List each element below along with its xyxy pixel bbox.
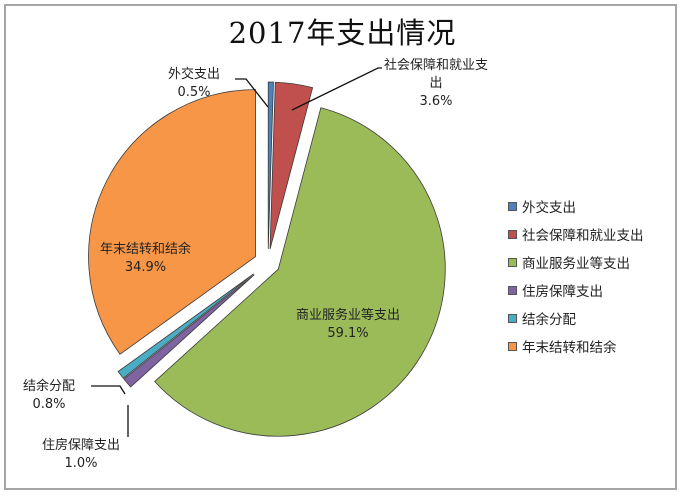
pie-slice bbox=[154, 107, 446, 437]
leader-line bbox=[291, 67, 382, 111]
legend-swatch-icon bbox=[508, 313, 517, 323]
legend-label: 社会保障和就业支出 bbox=[522, 228, 644, 244]
legend-swatch-icon bbox=[508, 229, 517, 239]
legend-label: 结余分配 bbox=[522, 312, 576, 328]
label-name: 外交支出 bbox=[168, 67, 221, 82]
legend-swatch-icon bbox=[508, 257, 517, 267]
label-shehui: 社会保障和就业支 出 3.6% bbox=[384, 57, 488, 111]
label-pct: 3.6% bbox=[419, 94, 453, 109]
pie-slice bbox=[269, 81, 314, 250]
legend-label: 年末结转和结余 bbox=[522, 340, 617, 356]
pie-slice bbox=[123, 274, 255, 388]
legend-item: 年末结转和结余 bbox=[508, 332, 644, 360]
label-name: 商业服务业等支出 bbox=[296, 308, 401, 323]
legend-label: 外交支出 bbox=[522, 200, 576, 216]
label-name-cont: 出 bbox=[429, 76, 443, 91]
label-name: 住房保障支出 bbox=[42, 438, 121, 453]
label-pct: 59.1% bbox=[327, 326, 369, 341]
legend-item: 商业服务业等支出 bbox=[508, 248, 644, 276]
pie-slice bbox=[88, 89, 256, 355]
leader-line bbox=[235, 78, 269, 108]
label-nianmo: 年末结转和结余 34.9% bbox=[100, 241, 191, 277]
label-pct: 0.5% bbox=[177, 85, 211, 100]
label-zhufang: 住房保障支出 1.0% bbox=[42, 437, 120, 473]
legend-swatch-icon bbox=[508, 285, 517, 295]
label-name: 社会保障和就业支 bbox=[384, 58, 489, 73]
label-waijiao: 外交支出 0.5% bbox=[168, 66, 220, 102]
chart-title: 2017年支出情况 bbox=[228, 16, 457, 50]
pie-slice bbox=[267, 81, 274, 250]
label-jieyu: 结余分配 0.8% bbox=[23, 378, 75, 414]
legend-item: 外交支出 bbox=[508, 192, 644, 220]
label-pct: 1.0% bbox=[64, 456, 98, 471]
legend-item: 住房保障支出 bbox=[508, 276, 644, 304]
pie-slice bbox=[117, 273, 254, 379]
legend-swatch-icon bbox=[508, 341, 517, 351]
label-name: 年末结转和结余 bbox=[100, 242, 192, 257]
legend-item: 社会保障和就业支出 bbox=[508, 220, 644, 248]
label-name: 结余分配 bbox=[23, 379, 76, 394]
label-pct: 0.8% bbox=[32, 397, 66, 412]
legend-item: 结余分配 bbox=[508, 304, 644, 332]
leader-line bbox=[91, 385, 126, 395]
label-pct: 34.9% bbox=[124, 260, 167, 275]
legend-swatch-icon bbox=[508, 201, 517, 211]
legend-label: 住房保障支出 bbox=[522, 284, 603, 300]
legend-label: 商业服务业等支出 bbox=[522, 256, 630, 272]
label-shangye: 商业服务业等支出 59.1% bbox=[296, 307, 400, 343]
chart-legend: 外交支出社会保障和就业支出 商业服务业等支出 住房保障支出 结余分配年末结转和结余 bbox=[508, 192, 644, 360]
